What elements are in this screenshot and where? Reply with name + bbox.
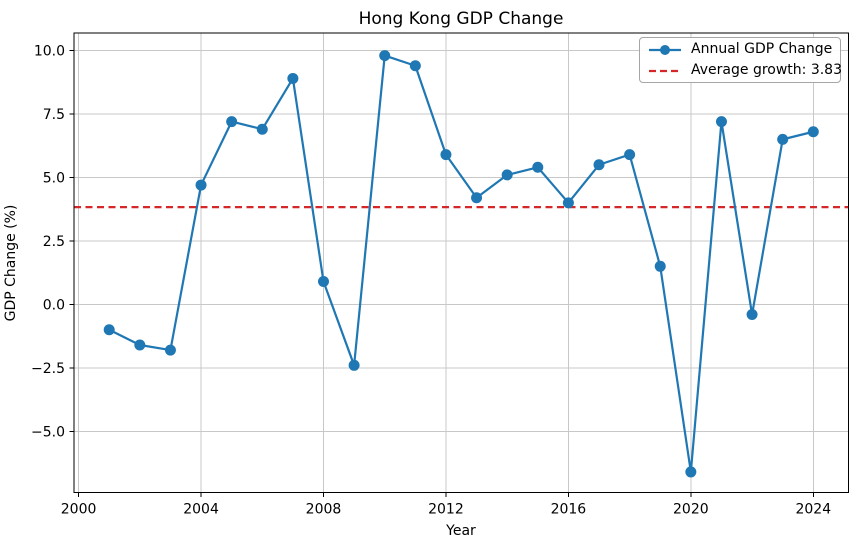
x-tick-label: 2004 (183, 502, 219, 518)
data-point (471, 192, 483, 204)
data-point (379, 50, 391, 62)
legend-entry-annual: Annual GDP Change (648, 39, 832, 60)
data-point (134, 339, 146, 351)
plot-area: 2000 2004 2008 2012 2016 2020 2024 10.0 7.5 5.0 2.… (31, 32, 849, 518)
y-tick-label: −2.5 (31, 361, 65, 377)
y-tick-label: 10.0 (34, 44, 65, 60)
x-tick-label: 2016 (551, 502, 587, 518)
data-point (746, 309, 758, 321)
x-tick-label: 2000 (61, 502, 97, 518)
data-point (256, 123, 268, 135)
data-point (807, 126, 819, 138)
plot-border (73, 32, 849, 493)
y-tick-label: −5.0 (31, 424, 65, 440)
y-tick-label: 5.0 (43, 170, 65, 186)
data-point (317, 276, 329, 288)
data-point (409, 60, 421, 72)
legend: Annual GDP Change Average growth: 3.83 (639, 37, 842, 83)
data-point (287, 72, 299, 84)
data-point (624, 149, 636, 161)
y-tick-label: 2.5 (43, 234, 65, 250)
x-tick-label: 2020 (673, 502, 709, 518)
x-axis-label: Year (445, 523, 476, 539)
y-tick-label: 0.0 (43, 297, 65, 313)
data-point (532, 161, 544, 173)
y-tick-label: 7.5 (43, 107, 65, 123)
data-point (440, 149, 452, 161)
x-tick-label: 2012 (428, 502, 464, 518)
legend-annual-label: Annual GDP Change (691, 41, 833, 57)
legend-entry-average: Average growth: 3.83 (648, 60, 842, 81)
data-point (654, 260, 666, 272)
y-axis-label: GDP Change (%) (3, 205, 19, 322)
data-point (715, 116, 727, 128)
chart-title: Hong Kong GDP Change (359, 9, 564, 29)
data-point (226, 116, 238, 128)
x-tick-label: 2024 (795, 502, 831, 518)
data-point (562, 197, 574, 209)
data-point (103, 324, 115, 336)
data-point (195, 179, 207, 191)
x-tick-label: 2008 (306, 502, 342, 518)
legend-average-label: Average growth: 3.83 (691, 62, 842, 78)
series-line (108, 54, 815, 474)
line-marker-icon (649, 44, 681, 55)
data-point (593, 159, 605, 171)
data-point (501, 169, 513, 181)
data-point (685, 466, 697, 478)
data-point (777, 133, 789, 145)
dashed-line-icon (649, 69, 681, 72)
data-point (164, 344, 176, 356)
data-point (348, 359, 360, 371)
